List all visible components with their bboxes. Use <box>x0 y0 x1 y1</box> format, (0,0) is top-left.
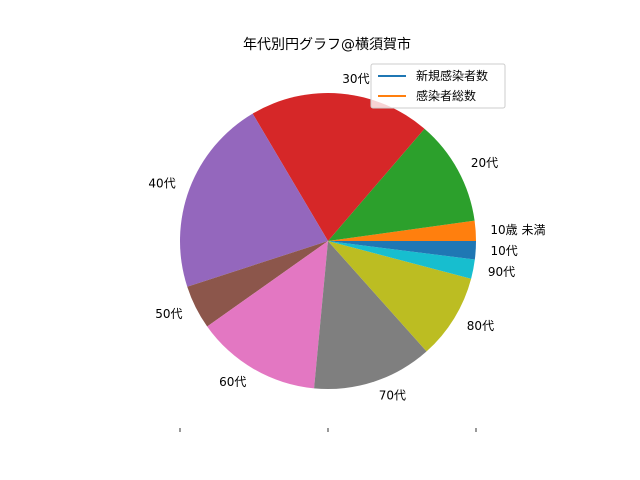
pie-slice <box>328 241 472 352</box>
pie-labels: 10歳 未満 20代 30代 40代 50代 60代 70代 80代 90代 10代 <box>148 72 545 403</box>
pie-slice <box>314 241 427 389</box>
pie-slice-label: 20代 <box>471 156 498 170</box>
pie-slice <box>207 241 328 389</box>
pie-slice-label: 70代 <box>379 389 406 403</box>
pie-slice-label: 10代 <box>490 244 517 258</box>
pie-slice <box>252 92 425 241</box>
pie-slice-label: 30代 <box>342 72 369 86</box>
legend-label-total-cases: 感染者総数 <box>416 88 476 103</box>
chart-title: 年代別円グラフ@横須賀市 <box>243 36 411 53</box>
pie-slice-label: 40代 <box>148 176 175 190</box>
pie-slice <box>328 241 475 279</box>
pie-slice <box>328 220 476 241</box>
legend: 新規感染者数 感染者総数 <box>370 63 506 109</box>
pie-slice-label: 90代 <box>488 265 515 279</box>
legend-label-new-cases: 新規感染者数 <box>416 68 488 83</box>
pie-slice <box>179 113 328 287</box>
pie-slice-label: 10歳 未満 <box>490 223 545 237</box>
pie-slice-label: 80代 <box>467 319 494 333</box>
pie-slice <box>328 241 476 260</box>
pie-slice-label: 60代 <box>219 375 246 389</box>
x-axis-ticks <box>179 428 477 432</box>
pie-slice-label: 50代 <box>155 307 182 321</box>
pie-slice <box>328 128 475 241</box>
pie-slices <box>179 92 476 389</box>
pie-slice <box>187 241 328 327</box>
